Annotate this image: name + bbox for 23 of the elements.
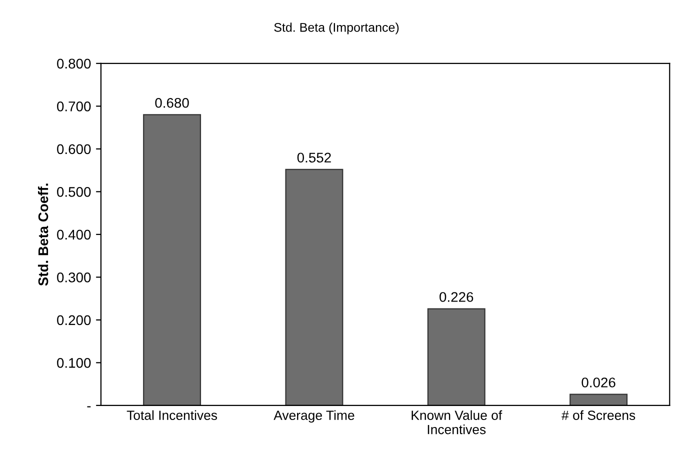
y-tick-label: 0.400 — [57, 230, 91, 240]
x-tick-label: # of Screens — [562, 410, 636, 420]
x-tick-label: Average Time — [274, 410, 354, 423]
y-tick-label: 0.300 — [57, 272, 91, 282]
y-tick-label: 0.500 — [57, 187, 91, 197]
y-tick-label: 0.600 — [57, 144, 91, 154]
bar — [285, 168, 344, 406]
y-tick-label: 0.800 — [57, 58, 91, 69]
y-tick-label: 0.200 — [57, 315, 91, 326]
y-tick-label: - — [87, 406, 91, 408]
x-tick-label: Total Incentives — [126, 410, 218, 420]
chart-title: Std. Beta (Importance) — [274, 22, 399, 34]
data-label: 0.552 — [297, 152, 331, 163]
bar — [427, 308, 486, 406]
bar — [570, 394, 628, 406]
data-label: 0.680 — [155, 98, 189, 108]
data-label: 0.026 — [582, 378, 616, 388]
y-tick-label: 0.700 — [57, 102, 91, 112]
y-axis-title: Std. Beta Coeff. — [38, 184, 48, 286]
data-label: 0.226 — [440, 292, 474, 302]
bar — [143, 114, 202, 406]
x-tick-label: Known Value of Incentives — [412, 410, 502, 434]
y-tick-label: 0.100 — [57, 358, 91, 368]
